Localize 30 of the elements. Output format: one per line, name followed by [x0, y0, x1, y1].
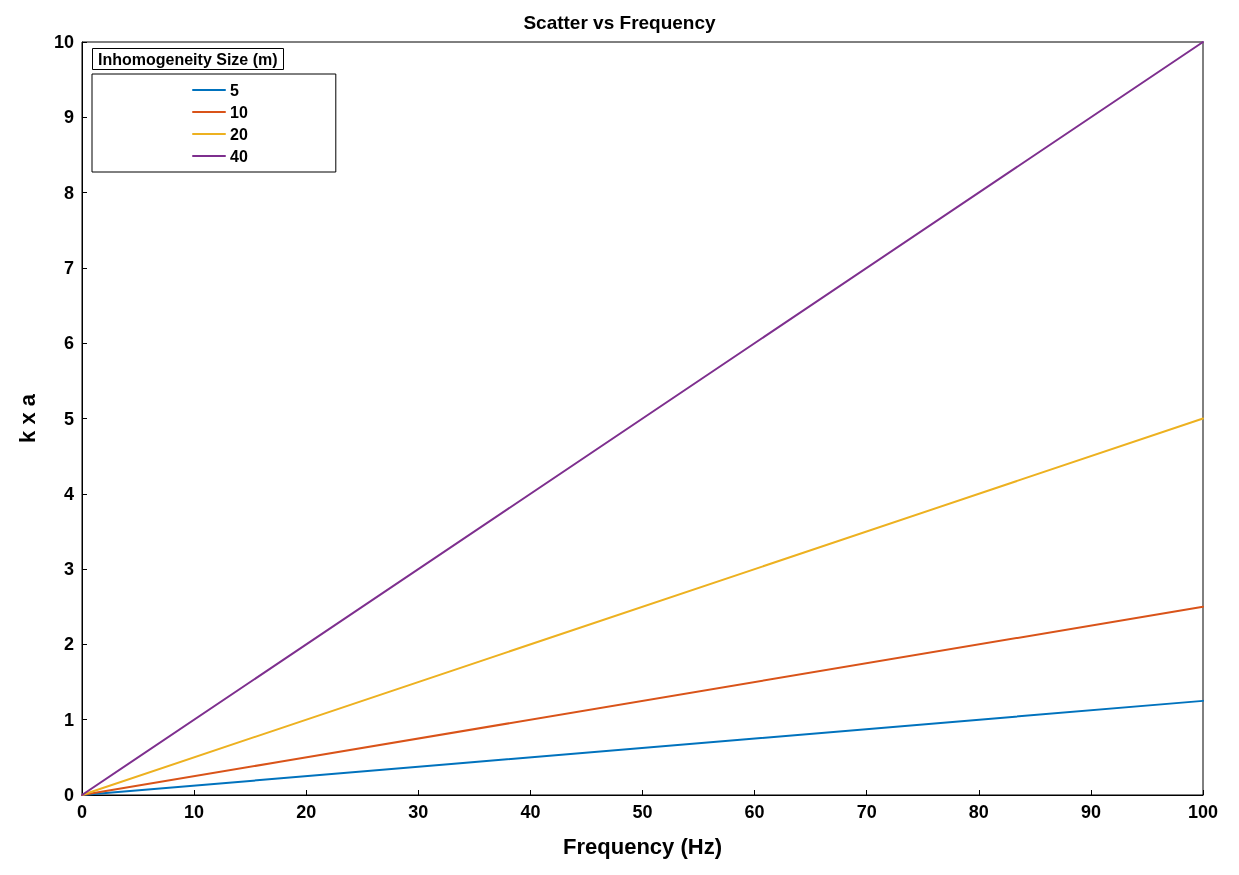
x-tick-label: 80 — [968, 802, 989, 822]
chart-title: Scatter vs Frequency — [523, 12, 717, 33]
x-tick-label: 30 — [408, 802, 429, 822]
x-axis-title: Frequency (Hz) — [563, 833, 722, 859]
y-tick-label: 2 — [63, 634, 74, 655]
y-tick-label: 9 — [63, 107, 74, 128]
x-tick-label: 70 — [856, 802, 877, 822]
legend-label: 40 — [230, 147, 248, 165]
y-tick-label: 5 — [63, 408, 74, 429]
legend-label: 5 — [230, 81, 239, 99]
y-tick-label: 3 — [63, 559, 74, 580]
y-tick-label: 10 — [53, 32, 74, 52]
y-tick-label: 4 — [63, 483, 74, 504]
legend-title: Inhomogeneity Size (m) — [98, 50, 278, 68]
legend-label: 20 — [230, 125, 248, 143]
x-tick-label: 40 — [520, 802, 541, 822]
x-tick-label: 90 — [1080, 802, 1101, 822]
y-tick-label: 7 — [63, 257, 74, 278]
x-tick-label: 100 — [1187, 802, 1219, 822]
y-tick-label: 1 — [63, 709, 74, 730]
x-tick-label: 50 — [632, 802, 653, 822]
x-tick-label: 0 — [76, 802, 88, 822]
x-tick-label: 20 — [296, 802, 317, 822]
y-tick-label: 0 — [63, 785, 74, 805]
x-tick-label: 10 — [184, 802, 205, 822]
y-tick-label: 6 — [63, 333, 74, 354]
legend-label: 10 — [230, 103, 248, 121]
y-tick-label: 8 — [63, 182, 74, 203]
y-axis-title: k x a — [14, 393, 40, 443]
x-tick-label: 60 — [744, 802, 765, 822]
